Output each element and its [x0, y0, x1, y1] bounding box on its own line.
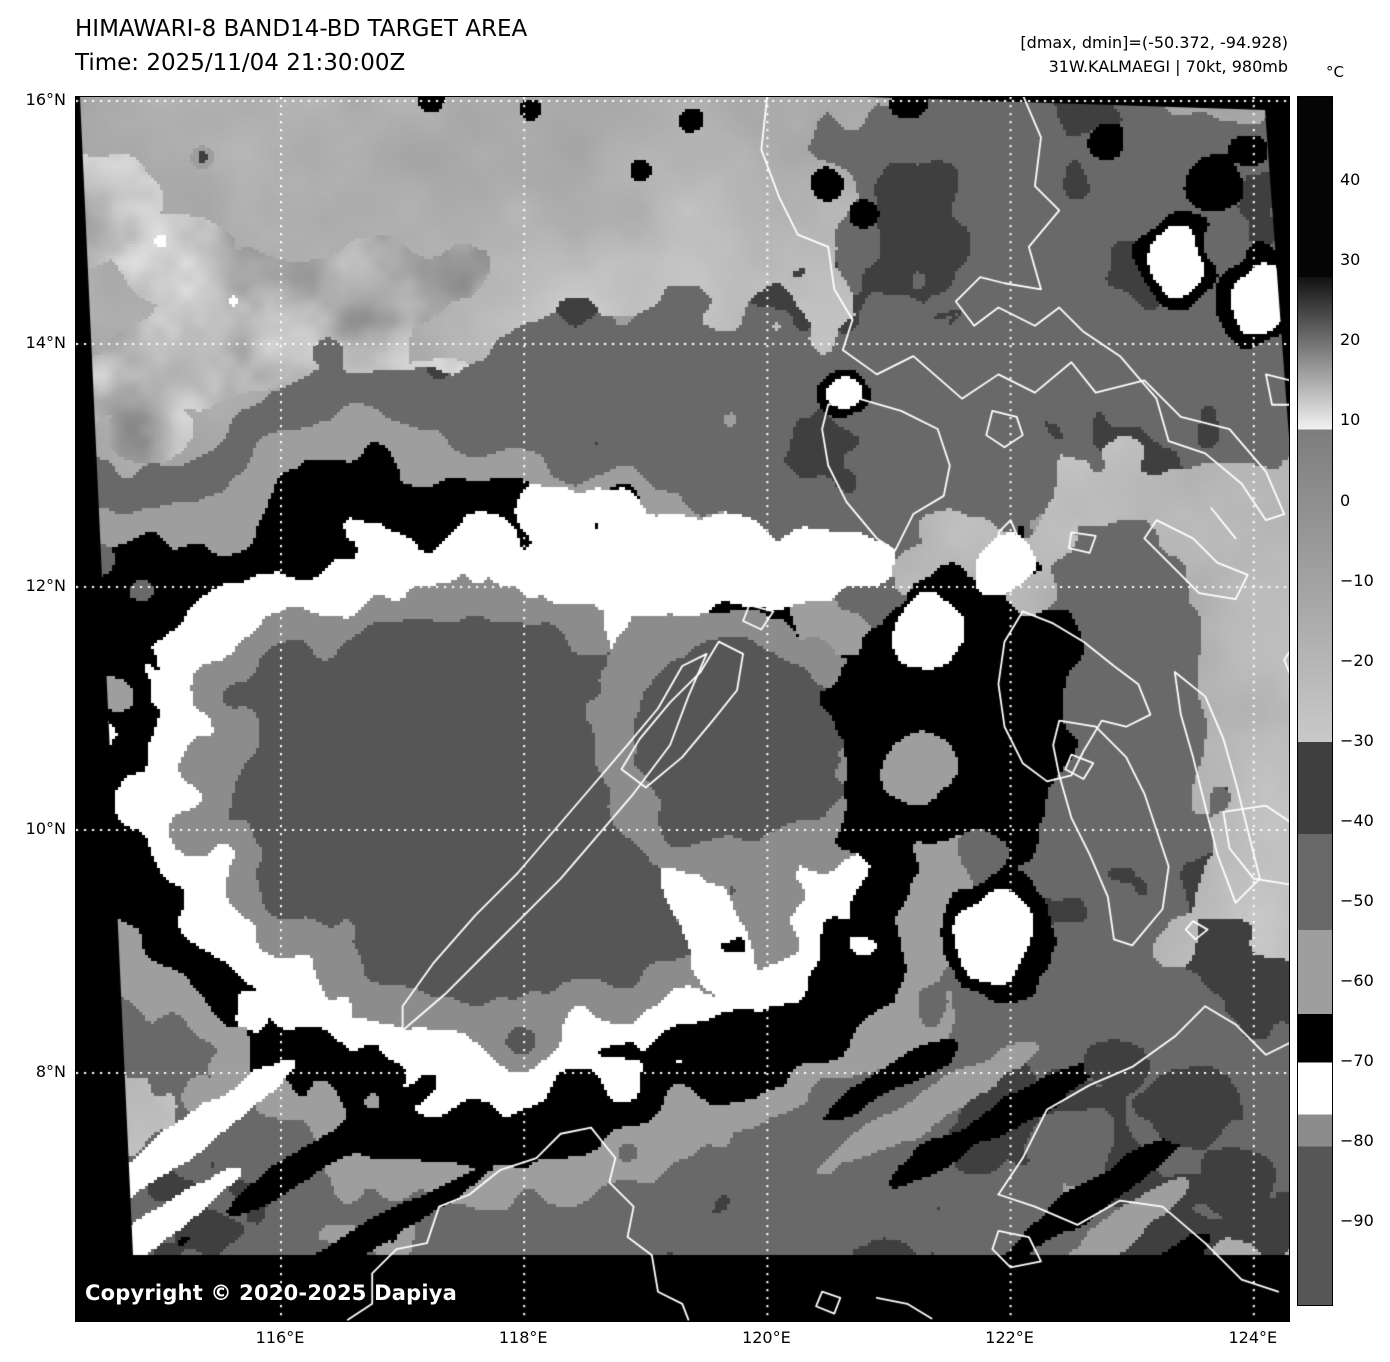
colorbar-tick-label: −60 — [1340, 971, 1374, 991]
storm-info-annotation: 31W.KALMAEGI | 70kt, 980mb — [1048, 57, 1288, 76]
colorbar-tick-label: −20 — [1340, 650, 1374, 670]
map-axes: Copyright © 2020-2025 Dapiya — [75, 96, 1290, 1322]
lat-tick-label: 8°N — [35, 1062, 66, 1081]
temperature-colorbar — [1297, 96, 1333, 1306]
timestamp-label: Time: 2025/11/04 21:30:00Z — [75, 50, 406, 76]
lon-tick-label: 118°E — [498, 1328, 548, 1347]
colorbar-tick-label: −90 — [1340, 1211, 1374, 1231]
lon-tick-label: 120°E — [742, 1328, 791, 1347]
lat-tick-label: 14°N — [25, 333, 66, 352]
copyright-label: Copyright © 2020-2025 Dapiya — [85, 1281, 457, 1305]
lon-tick-label: 124°E — [1228, 1328, 1278, 1347]
colorbar-unit-label: °C — [1326, 63, 1344, 81]
colorbar-tick-label: −70 — [1340, 1051, 1374, 1071]
colorbar-tick-label: 0 — [1340, 490, 1351, 510]
dmax-dmin-annotation: [dmax, dmin]=(-50.372, -94.928) — [1020, 33, 1288, 52]
lat-tick-label: 10°N — [25, 819, 66, 838]
colorbar-tick-label: 30 — [1340, 250, 1361, 270]
colorbar-tick-label: −80 — [1340, 1131, 1374, 1151]
page-title: HIMAWARI-8 BAND14-BD TARGET AREA — [75, 16, 528, 42]
colorbar-tick-label: −50 — [1340, 891, 1374, 911]
lat-tick-label: 16°N — [25, 90, 66, 109]
lon-tick-label: 116°E — [255, 1328, 305, 1347]
lat-tick-label: 12°N — [25, 576, 66, 595]
colorbar-tick-label: −30 — [1340, 730, 1374, 750]
satellite-image — [76, 97, 1289, 1321]
colorbar-tick-label: 40 — [1340, 170, 1361, 190]
colorbar-tick-label: −10 — [1340, 570, 1374, 590]
colorbar-tick-label: −40 — [1340, 810, 1374, 830]
lon-tick-label: 122°E — [985, 1328, 1034, 1347]
colorbar-tick-label: 10 — [1340, 410, 1361, 430]
colorbar-tick-label: 20 — [1340, 330, 1361, 350]
